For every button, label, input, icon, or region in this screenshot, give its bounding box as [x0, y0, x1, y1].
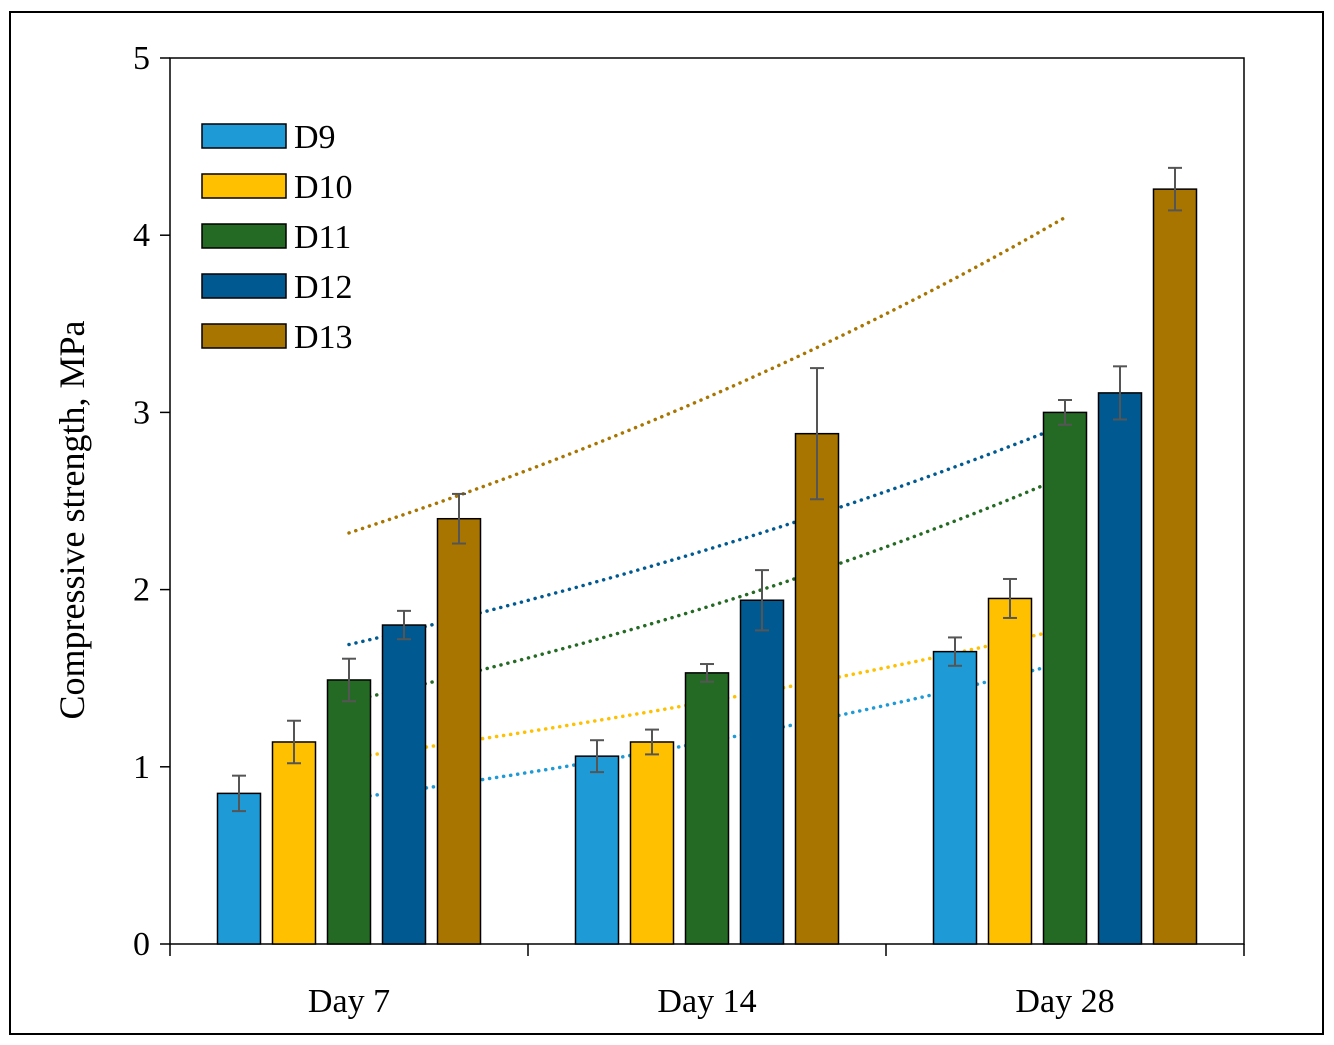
- legend-label-d12: D12: [294, 269, 353, 306]
- trendline-d12: [347, 423, 1067, 647]
- legend-label-d13: D13: [294, 319, 353, 356]
- y-tick-label: 0: [133, 926, 150, 963]
- bar-d10-day-28: [987, 597, 1033, 945]
- bar-d9-day-7: [216, 792, 262, 945]
- bar-d10-day-7: [271, 741, 317, 945]
- y-tick-label: 4: [133, 217, 150, 254]
- y-axis-title: Compressive strength, MPa: [52, 321, 92, 720]
- legend-swatch-d10: [201, 173, 287, 199]
- y-tick-label: 3: [133, 394, 150, 431]
- y-tick-label: 5: [133, 40, 150, 77]
- bar-d10-day-14: [629, 741, 675, 945]
- y-tick-label: 2: [133, 572, 150, 609]
- trendline-d13: [347, 215, 1067, 535]
- legend-swatch-d13: [201, 323, 287, 349]
- bar-d11-day-28: [1042, 411, 1088, 945]
- legend-swatch-d9: [201, 123, 287, 149]
- bar-d11-day-14: [684, 672, 730, 945]
- error-bars: [232, 166, 1182, 813]
- bar-d12-day-7: [381, 624, 427, 945]
- bar-d12-day-14: [739, 599, 785, 945]
- bars: [216, 188, 1198, 945]
- bar-d11-day-7: [326, 679, 372, 945]
- legend-swatch-d11: [201, 223, 287, 249]
- trendline-d11: [347, 474, 1067, 703]
- bar-d13-day-14: [794, 432, 840, 945]
- bar-d9-day-28: [932, 650, 978, 945]
- legend: D9 D10 D11 D12 D13: [201, 119, 353, 356]
- bar-d9-day-14: [574, 755, 620, 945]
- legend-label-d10: D10: [294, 169, 353, 206]
- x-category-label: Day 7: [308, 983, 390, 1020]
- legend-label-d11: D11: [294, 219, 351, 256]
- legend-label-d9: D9: [294, 119, 336, 156]
- bar-d13-day-28: [1152, 188, 1198, 945]
- y-tick-label: 1: [133, 749, 150, 786]
- x-category-label: Day 28: [1015, 983, 1114, 1020]
- x-category-label: Day 14: [657, 983, 756, 1020]
- bar-d12-day-28: [1097, 392, 1143, 945]
- axes: 0 1 2 3 4 5 Day 7 Day 14 Day 28: [133, 40, 1245, 1020]
- bar-d13-day-7: [436, 517, 482, 945]
- legend-swatch-d12: [201, 273, 287, 299]
